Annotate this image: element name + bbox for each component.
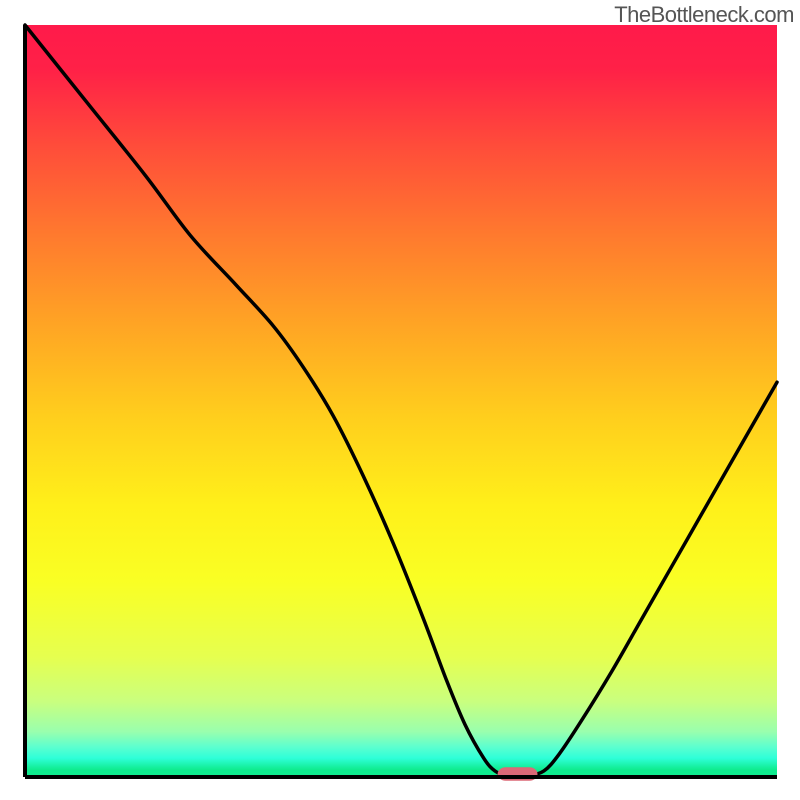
chart-background (25, 25, 777, 777)
bottleneck-chart: TheBottleneck.com (0, 0, 800, 800)
watermark-text: TheBottleneck.com (614, 2, 794, 28)
chart-svg (0, 0, 800, 800)
